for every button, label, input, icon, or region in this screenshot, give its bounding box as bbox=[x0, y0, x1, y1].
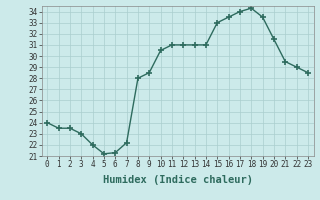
X-axis label: Humidex (Indice chaleur): Humidex (Indice chaleur) bbox=[103, 175, 252, 185]
